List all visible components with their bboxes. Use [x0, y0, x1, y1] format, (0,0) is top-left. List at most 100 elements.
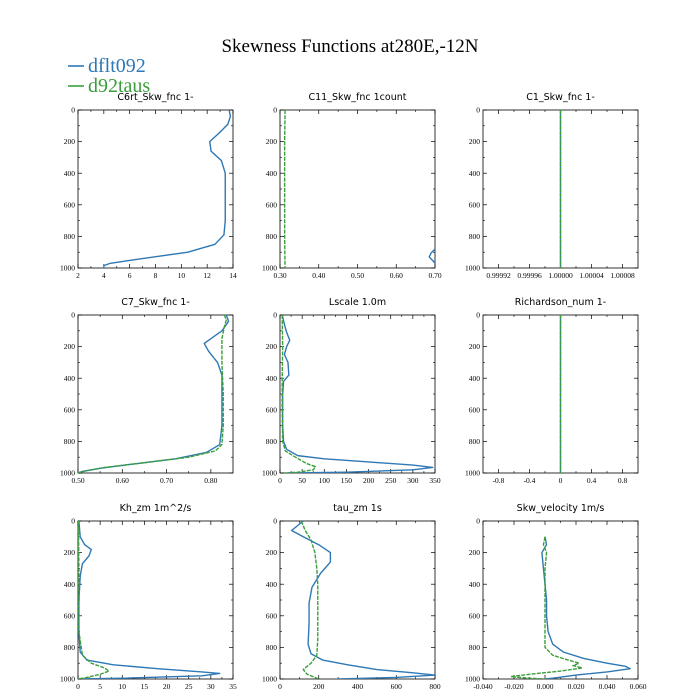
series-line-dflt092 — [541, 536, 631, 679]
series-line-dflt092 — [103, 110, 232, 268]
x-tick-label: 400 — [352, 682, 364, 691]
x-tick-label: 6 — [128, 271, 132, 280]
y-tick-label: 600 — [64, 200, 76, 209]
y-tick-label: 400 — [266, 374, 278, 383]
x-tick-label: 4 — [102, 271, 106, 280]
y-tick-label: 400 — [469, 580, 481, 589]
x-tick-label: -0.8 — [493, 476, 505, 485]
figure-title: Skewness Functions at280E,-12N — [221, 36, 478, 57]
y-tick-label: 800 — [64, 437, 76, 446]
y-tick-label: 200 — [64, 137, 76, 146]
panel-5: Lscale 1.0m 0 50 100 150 200 250 300 350 0 200 400 6… — [262, 297, 441, 485]
x-tick-label: 0.50 — [351, 271, 364, 280]
x-tick-label: -0.4 — [524, 476, 536, 485]
y-tick-label: 200 — [64, 342, 76, 351]
panel-8: tau_zm 1s 0 200 400 600 800 0 200 400 600 800 1000 — [262, 503, 441, 691]
x-tick-label: 25 — [185, 682, 193, 691]
x-tick-label: 200 — [313, 682, 325, 691]
y-tick-label: 800 — [266, 643, 278, 652]
y-tick-label: 0 — [273, 517, 277, 526]
y-tick-label: 600 — [469, 200, 481, 209]
y-tick-label: 200 — [266, 342, 278, 351]
y-tick-label: 600 — [469, 611, 481, 620]
series-line-d92taus — [300, 521, 320, 679]
y-tick-label: 200 — [266, 548, 278, 557]
y-tick-label: 200 — [469, 137, 481, 146]
series-line-d92taus — [510, 536, 583, 679]
x-tick-label: 300 — [407, 476, 419, 485]
panel-title: tau_zm 1s — [333, 503, 382, 514]
series-line-dflt092 — [290, 521, 435, 679]
y-tick-label: 1000 — [60, 469, 75, 478]
series-line-dflt092 — [428, 248, 435, 264]
x-tick-label: 250 — [385, 476, 397, 485]
x-tick-label: 800 — [429, 682, 441, 691]
plot-frame — [77, 520, 234, 680]
x-tick-label: 50 — [298, 476, 306, 485]
x-tick-label: 5 — [98, 682, 102, 691]
y-tick-label: 800 — [469, 643, 481, 652]
y-tick-label: 400 — [64, 374, 76, 383]
y-tick-label: 600 — [64, 611, 76, 620]
x-tick-label: 1.00008 — [610, 271, 635, 280]
panel-1: C6rt_Skw_fnc 1- 2 4 6 8 10 12 14 0 200 400 600 800 10… — [60, 92, 237, 280]
y-tick-label: 1000 — [465, 675, 480, 684]
x-tick-label: 0.040 — [599, 682, 616, 691]
y-tick-label: 1000 — [60, 675, 75, 684]
x-tick-label: 0 — [278, 476, 282, 485]
x-tick-label: 10 — [178, 271, 186, 280]
y-tick-label: 0 — [273, 106, 277, 115]
y-tick-label: 600 — [266, 405, 278, 414]
panel-2: C11_Skw_fnc 1count 0.30 0.40 0.50 0.60 0.70 0 2… — [262, 92, 442, 280]
y-tick-label: 600 — [266, 611, 278, 620]
y-tick-label: 800 — [266, 232, 278, 241]
panel-title: C6rt_Skw_fnc 1- — [117, 92, 193, 103]
panel-3: C1_Skw_fnc 1- 0.99992 0.99996 1.00000 1.0000… — [465, 92, 639, 280]
y-tick-label: 600 — [64, 405, 76, 414]
x-tick-label: 100 — [319, 476, 331, 485]
x-tick-label: 0.70 — [160, 476, 173, 485]
x-tick-label: 0 — [278, 682, 282, 691]
x-tick-label: 0.000 — [537, 682, 554, 691]
y-tick-label: 600 — [469, 405, 481, 414]
panel-4: C7_Skw_fnc 1- 0.50 0.60 0.70 0.80 0 200 400 600 8… — [60, 297, 234, 485]
panel-title: C7_Skw_fnc 1- — [121, 297, 190, 308]
x-tick-label: 8 — [154, 271, 158, 280]
panel-title: Richardson_num 1- — [515, 297, 606, 308]
x-tick-label: 0.60 — [390, 271, 403, 280]
x-tick-label: 0.4 — [587, 476, 597, 485]
y-tick-label: 800 — [266, 437, 278, 446]
x-tick-label: 0.020 — [568, 682, 585, 691]
panel-title: Kh_zm 1m^2/s — [120, 503, 192, 514]
x-tick-label: 0.80 — [204, 476, 217, 485]
panel-9: Skw_velocity 1m/s -0.040 -0.020 0.000 0.020 0… — [465, 503, 647, 691]
plot-frame — [482, 520, 639, 680]
series-line-dflt092 — [281, 315, 434, 473]
series-line-d92taus — [281, 315, 317, 473]
y-tick-label: 200 — [469, 342, 481, 351]
x-tick-label: 600 — [391, 682, 403, 691]
x-tick-label: 350 — [429, 476, 441, 485]
x-tick-label: 0.8 — [618, 476, 628, 485]
series-line-d92taus — [78, 521, 110, 679]
plot-frame — [279, 520, 436, 680]
y-tick-label: 200 — [266, 137, 278, 146]
y-tick-label: 0 — [476, 106, 480, 115]
y-tick-label: 200 — [64, 548, 76, 557]
x-tick-label: 0.060 — [630, 682, 647, 691]
panel-title: C11_Skw_fnc 1count — [309, 92, 407, 103]
x-tick-label: 0.40 — [312, 271, 325, 280]
x-tick-label: 35 — [229, 682, 237, 691]
x-tick-label: 0.30 — [273, 271, 286, 280]
x-tick-label: 0.99992 — [486, 271, 511, 280]
x-tick-label: -0.040 — [473, 682, 493, 691]
x-tick-label: 1.00004 — [579, 271, 604, 280]
y-tick-label: 800 — [64, 643, 76, 652]
legend-label-dflt092: dflt092 — [88, 55, 146, 77]
plot-frame — [279, 314, 436, 474]
series-line-dflt092 — [78, 521, 221, 679]
legend-label-d92taus: d92taus — [88, 75, 150, 97]
y-tick-label: 0 — [273, 311, 277, 320]
x-tick-label: 0.60 — [116, 476, 129, 485]
